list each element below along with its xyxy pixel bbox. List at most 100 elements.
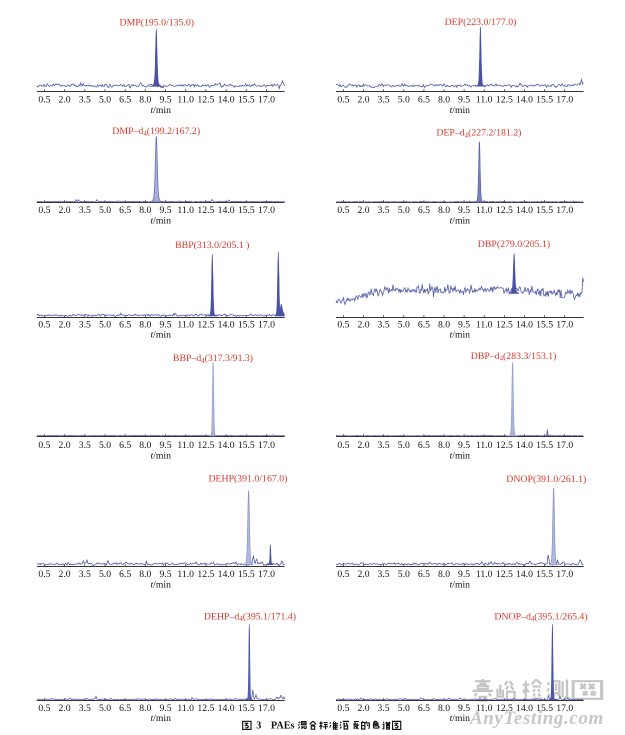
svg-text:15.5: 15.5 [536,569,553,580]
svg-text:t/min: t/min [150,105,171,116]
svg-text:8.0: 8.0 [139,703,151,714]
svg-text:6.5: 6.5 [418,703,430,714]
svg-text:15.5: 15.5 [238,94,255,105]
svg-text:t/min: t/min [450,713,471,724]
svg-text:15.5: 15.5 [238,205,255,216]
svg-text:9.5: 9.5 [159,569,171,580]
svg-text:12.5: 12.5 [197,94,214,105]
svg-text:9.5: 9.5 [458,703,470,714]
svg-text:3: 3 [256,721,261,732]
svg-text:2.0: 2.0 [357,440,369,451]
svg-text:2.0: 2.0 [59,440,71,451]
svg-text:t/min: t/min [150,580,171,591]
svg-text:0.5: 0.5 [38,94,50,105]
svg-text:8.0: 8.0 [139,94,151,105]
svg-text:11.0: 11.0 [476,94,493,105]
svg-text:8.0: 8.0 [438,319,450,330]
svg-text:8.0: 8.0 [438,440,450,451]
svg-text:t/min: t/min [150,713,171,724]
svg-text:17.0: 17.0 [556,205,573,216]
svg-text:14.0: 14.0 [218,703,235,714]
svg-text:BBP(313.0/205.1 ): BBP(313.0/205.1 ) [175,240,249,251]
svg-text:0.5: 0.5 [337,94,349,105]
svg-text:9.5: 9.5 [458,569,470,580]
svg-text:DBP–d4(283.3/153.1): DBP–d4(283.3/153.1) [471,351,557,363]
svg-text:15.5: 15.5 [536,440,553,451]
svg-text:15.5: 15.5 [238,569,255,580]
svg-text:DEHP–d4(395.1/171.4): DEHP–d4(395.1/171.4) [204,612,296,624]
svg-text:8.0: 8.0 [438,94,450,105]
svg-text:8.0: 8.0 [139,205,151,216]
svg-text:DMP(195.0/135.0): DMP(195.0/135.0) [120,17,195,28]
svg-text:9.5: 9.5 [159,703,171,714]
svg-text:11.0: 11.0 [177,94,194,105]
svg-text:5.0: 5.0 [99,440,111,451]
svg-text:15.5: 15.5 [536,94,553,105]
svg-text:PAEs: PAEs [271,721,295,732]
svg-text:2.0: 2.0 [59,703,71,714]
svg-text:5.0: 5.0 [398,703,410,714]
svg-text:5.0: 5.0 [398,319,410,330]
svg-text:3.5: 3.5 [378,703,390,714]
svg-text:5.0: 5.0 [398,440,410,451]
svg-text:15.5: 15.5 [238,703,255,714]
svg-text:t/min: t/min [450,105,471,116]
svg-text:t/min: t/min [450,450,471,461]
svg-text:2.0: 2.0 [357,319,369,330]
svg-text:11.0: 11.0 [476,319,493,330]
svg-text:2.0: 2.0 [357,703,369,714]
svg-text:5.0: 5.0 [99,94,111,105]
svg-text:14.0: 14.0 [218,440,235,451]
svg-text:6.5: 6.5 [119,703,131,714]
svg-text:12.5: 12.5 [197,205,214,216]
svg-text:14.0: 14.0 [516,703,533,714]
svg-text:12.5: 12.5 [496,205,513,216]
svg-text:12.5: 12.5 [496,703,513,714]
svg-text:5.0: 5.0 [99,319,111,330]
svg-text:DEHP(391.0/167.0): DEHP(391.0/167.0) [208,473,287,484]
svg-text:DBP(279.0/205.1): DBP(279.0/205.1) [478,239,550,250]
svg-text:15.5: 15.5 [536,205,553,216]
svg-text:11.0: 11.0 [177,440,194,451]
svg-text:3.5: 3.5 [378,94,390,105]
svg-text:2.0: 2.0 [357,94,369,105]
svg-text:0.5: 0.5 [38,703,50,714]
svg-text:14.0: 14.0 [218,205,235,216]
svg-text:9.5: 9.5 [159,205,171,216]
svg-text:14.0: 14.0 [516,205,533,216]
svg-text:0.5: 0.5 [337,703,349,714]
svg-text:2.0: 2.0 [59,205,71,216]
svg-text:0.5: 0.5 [337,569,349,580]
svg-text:3.5: 3.5 [378,440,390,451]
svg-text:17.0: 17.0 [258,703,275,714]
svg-text:11.0: 11.0 [476,205,493,216]
svg-text:11.0: 11.0 [476,440,493,451]
svg-text:DEP–d4(227.2/181.2): DEP–d4(227.2/181.2) [436,128,521,140]
svg-text:14.0: 14.0 [516,569,533,580]
svg-text:9.5: 9.5 [458,94,470,105]
svg-text:17.0: 17.0 [258,440,275,451]
svg-text:3.5: 3.5 [378,205,390,216]
svg-text:12.5: 12.5 [197,319,214,330]
svg-text:3.5: 3.5 [79,440,91,451]
svg-text:5.0: 5.0 [398,94,410,105]
svg-text:t/min: t/min [450,580,471,591]
svg-text:8.0: 8.0 [438,205,450,216]
svg-text:12.5: 12.5 [496,440,513,451]
svg-text:6.5: 6.5 [119,440,131,451]
svg-text:8.0: 8.0 [139,440,151,451]
svg-text:12.5: 12.5 [496,94,513,105]
svg-text:2.0: 2.0 [59,569,71,580]
svg-text:9.5: 9.5 [159,440,171,451]
svg-text:14.0: 14.0 [516,94,533,105]
svg-text:15.5: 15.5 [238,319,255,330]
svg-text:3.5: 3.5 [378,319,390,330]
svg-text:DMP–d4(199.2/167.2): DMP–d4(199.2/167.2) [112,126,200,138]
svg-text:12.5: 12.5 [496,319,513,330]
svg-text:6.5: 6.5 [119,569,131,580]
svg-text:9.5: 9.5 [159,319,171,330]
svg-text:0.5: 0.5 [337,319,349,330]
svg-text:17.0: 17.0 [258,319,275,330]
svg-text:8.0: 8.0 [438,569,450,580]
svg-text:6.5: 6.5 [418,205,430,216]
